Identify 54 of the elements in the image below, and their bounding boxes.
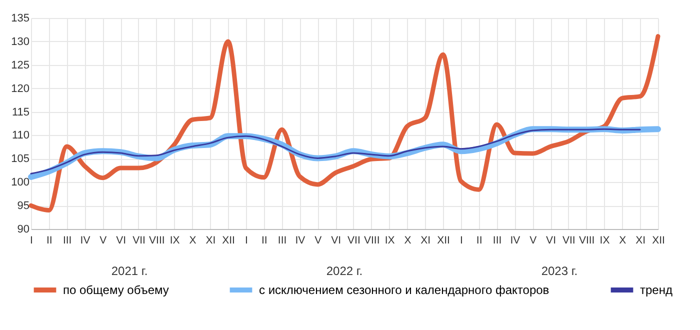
legend-label: по общему объему: [63, 283, 169, 297]
x-tick-label: VI: [116, 234, 126, 246]
x-tick-label: IX: [170, 234, 180, 246]
x-tick-label: XI: [636, 234, 646, 246]
y-tick-label: 135: [11, 12, 30, 24]
x-tick-label: VI: [546, 234, 556, 246]
x-tick-label: I: [460, 234, 463, 246]
y-tick-label: 130: [11, 36, 30, 48]
x-tick-label: XI: [420, 234, 431, 246]
y-tick-label: 110: [12, 130, 30, 142]
x-tick-label: XI: [206, 234, 216, 246]
y-tick-label: 100: [11, 176, 30, 189]
x-tick-label: XII: [437, 234, 450, 246]
y-tick-label: 125: [11, 59, 30, 72]
x-tick-label: VIII: [578, 234, 595, 246]
line-series: [28, 34, 660, 212]
y-tick-label: 95: [17, 200, 30, 212]
x-tick-label: XII: [652, 234, 665, 246]
text: 2023 г.: [541, 264, 578, 278]
x-tick-label: VIII: [364, 234, 380, 246]
x-tick-label: II: [476, 234, 482, 246]
x-tick-label: VII: [348, 234, 360, 246]
legend-label: тренд: [640, 283, 672, 297]
legend-label: с исключением сезонного и календарного факторов: [259, 283, 550, 297]
x-tick-label: IV: [510, 234, 520, 246]
y-tick-label: 115: [12, 106, 30, 118]
x-tick-label: IV: [295, 234, 306, 246]
x-tick-label: III: [492, 234, 502, 246]
x-tick-label: I: [245, 234, 248, 246]
x-tick-label: X: [189, 234, 196, 246]
x-tick-label: IV: [80, 234, 90, 246]
x-tick-label: X: [404, 234, 412, 246]
x-tick-label: V: [314, 234, 322, 246]
line-series: [30, 128, 641, 174]
x-tick-label: III: [278, 234, 287, 246]
x-tick-label: VIII: [149, 234, 165, 246]
x-tick-label: X: [619, 234, 626, 246]
x-tick-label: II: [261, 234, 268, 246]
x-tick-label: VII: [132, 234, 146, 246]
x-tick-label: V: [530, 234, 537, 246]
x-tick-label: VI: [331, 234, 342, 246]
y-tick-label: 105: [11, 153, 30, 166]
x-tick-label: V: [100, 234, 107, 246]
x-tick-label: XII: [222, 234, 235, 246]
text: 2021 г.: [111, 264, 148, 278]
y-tick-label: 120: [11, 82, 30, 95]
y-tick-label: 90: [17, 224, 30, 236]
x-tick-label: III: [62, 234, 72, 246]
x-tick-label: IX: [384, 234, 395, 246]
x-tick-label: II: [46, 234, 52, 246]
x-tick-label: I: [30, 234, 33, 246]
text: 2022 г.: [326, 264, 363, 278]
x-tick-label: IX: [600, 234, 610, 246]
x-tick-label: VII: [562, 234, 576, 246]
